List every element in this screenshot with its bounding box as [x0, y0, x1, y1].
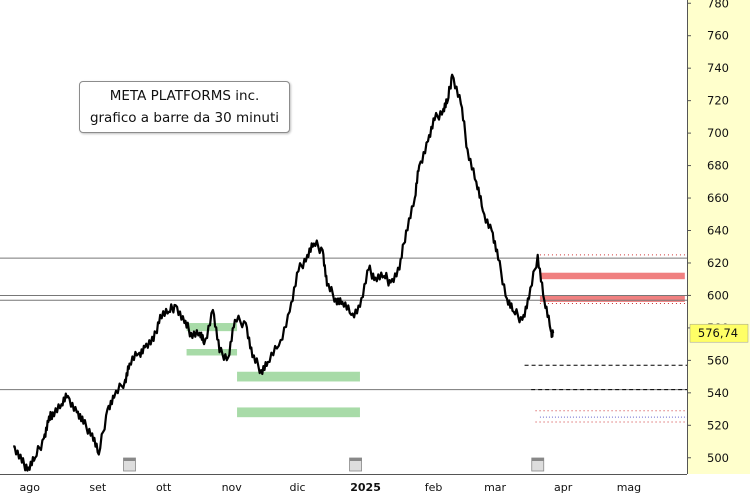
resistance-zone-0 — [539, 272, 685, 280]
time-axis-background — [0, 474, 687, 500]
price-axis-background — [687, 0, 750, 474]
calendar-icon — [531, 457, 545, 472]
last-price-label: 576,74 — [698, 326, 738, 340]
y-tick-label-780: 780 — [707, 0, 729, 10]
y-tick-label-520: 520 — [707, 418, 729, 432]
x-tick-label-7: mar — [484, 481, 506, 494]
y-tick-label-720: 720 — [707, 94, 729, 108]
y-tick-label-640: 640 — [707, 224, 729, 238]
x-tick-label-3: nov — [222, 481, 243, 494]
calendar-icon — [349, 457, 362, 472]
x-tick-label-2: ott — [156, 481, 172, 494]
chart-title: META PLATFORMS inc. — [109, 88, 260, 104]
chart-subtitle: grafico a barre da 30 minuti — [89, 110, 280, 126]
time-axis: ago set ott nov dic 2025 feb mar apr mag — [0, 457, 687, 500]
x-tick-label-4: dic — [289, 481, 305, 494]
x-tick-label-1: set — [89, 481, 106, 494]
x-tick-label-9: mag — [617, 481, 641, 494]
chart-title-box: META PLATFORMS inc. grafico a barre da 3… — [79, 81, 290, 133]
support-zone-4 — [237, 371, 360, 382]
calendar-icon-header — [123, 458, 136, 461]
resistance-zone-1 — [539, 295, 685, 302]
calendar-icon-header — [531, 458, 544, 461]
y-tick-label-600: 600 — [707, 288, 729, 302]
support-zone-2 — [186, 323, 238, 332]
support-zone-3 — [186, 349, 238, 356]
y-tick-label-740: 740 — [707, 61, 729, 75]
y-tick-label-680: 680 — [707, 159, 729, 173]
calendar-icon — [123, 457, 136, 472]
price-series-line — [13, 73, 555, 472]
y-tick-label-760: 760 — [707, 29, 729, 43]
price-axis: 5005205405605806006206406606807007207407… — [687, 0, 750, 474]
plot-area — [0, 73, 687, 472]
y-tick-label-560: 560 — [707, 353, 729, 367]
x-tick-label-6: feb — [425, 481, 443, 494]
x-tick-label-0: ago — [20, 481, 41, 494]
x-tick-label-8: apr — [554, 481, 573, 494]
calendar-icon-header — [349, 458, 362, 461]
y-tick-label-700: 700 — [707, 126, 729, 140]
y-tick-label-540: 540 — [707, 386, 729, 400]
support-zone-5 — [237, 407, 360, 418]
y-tick-label-500: 500 — [707, 451, 729, 465]
y-tick-label-660: 660 — [707, 191, 729, 205]
x-tick-label-5: 2025 — [350, 481, 381, 494]
y-tick-label-620: 620 — [707, 256, 729, 270]
last-price-label-box — [689, 323, 749, 343]
